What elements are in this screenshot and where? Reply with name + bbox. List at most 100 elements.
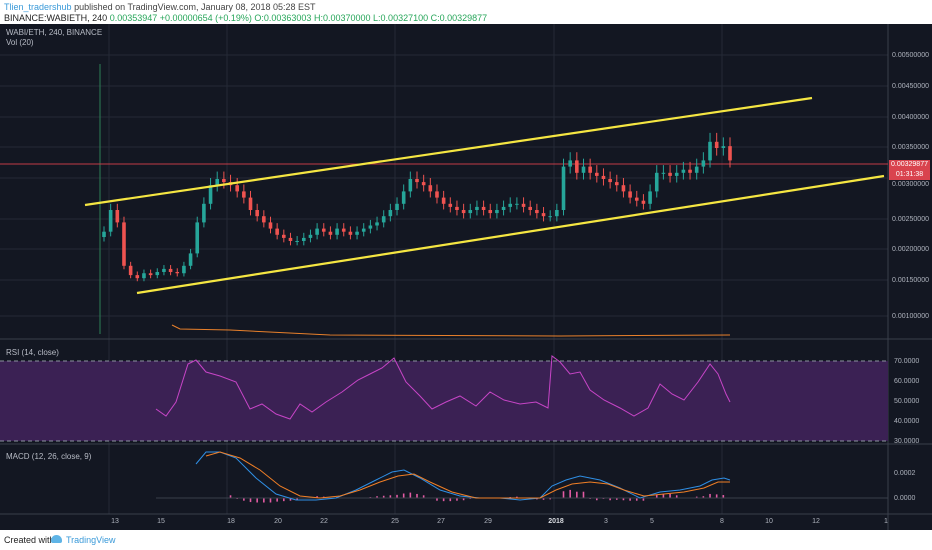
price-tick: 0.00350000 [892, 144, 929, 151]
price-tick: 0.00150000 [892, 277, 929, 284]
rsi-tick: 60.0000 [894, 378, 920, 385]
candle [475, 206, 479, 210]
time-tick: 13 [111, 518, 119, 525]
candle [641, 200, 646, 204]
candles-group [102, 132, 732, 282]
candle [128, 265, 133, 276]
price-tick: 0.00250000 [892, 216, 929, 223]
candle [142, 273, 146, 279]
price-tick: 0.00500000 [892, 52, 929, 59]
candle [315, 228, 319, 235]
symbol-label: WABI/ETH, 240, BINANCE [6, 28, 103, 37]
candle [341, 228, 346, 232]
candle [548, 216, 552, 218]
candle [628, 191, 632, 198]
macd-tick: 0.0002 [894, 470, 916, 477]
candle [155, 272, 160, 276]
time-tick: 3 [604, 518, 608, 525]
candle [428, 185, 433, 192]
publish-line: Tlien_tradershub published on TradingVie… [4, 2, 316, 13]
candle [661, 172, 666, 174]
last-price-badge: 0.00329877 [889, 160, 930, 170]
trendline-lower[interactable] [136, 174, 885, 295]
time-tick: 18 [227, 518, 235, 525]
candle [275, 228, 279, 235]
time-tick: 25 [391, 518, 399, 525]
candle [135, 275, 140, 279]
price-tick: 0.00450000 [892, 83, 929, 90]
candle [581, 166, 586, 173]
candle [388, 210, 393, 217]
candle [415, 179, 419, 183]
candle [421, 182, 426, 186]
candle [601, 175, 606, 179]
chart-area[interactable]: WABI/ETH, 240, BINANCE Vol (20) RSI (14,… [0, 24, 932, 530]
candle [488, 210, 493, 214]
candle [708, 141, 712, 161]
candle [215, 179, 220, 186]
candle [714, 141, 719, 148]
candle [595, 172, 599, 176]
author-link[interactable]: Tlien_tradershub [4, 2, 72, 12]
time-tick: 10 [765, 518, 773, 525]
footer: Created with TradingView [0, 530, 932, 550]
candle [634, 197, 639, 201]
candle [335, 228, 339, 235]
candle [555, 210, 559, 217]
macd-label: MACD (12, 26, close, 9) [6, 452, 92, 461]
candle [202, 203, 206, 223]
candle [255, 210, 259, 217]
candle [648, 191, 652, 204]
candle [122, 222, 126, 266]
trendline-upper[interactable] [84, 96, 813, 207]
candle [701, 160, 706, 167]
ohlc-open: O:0.00363003 [254, 13, 312, 23]
candle [368, 225, 373, 229]
candle [541, 213, 546, 217]
volume-label: Vol (20) [6, 38, 34, 47]
candle [435, 191, 439, 198]
candle [148, 273, 153, 276]
time-tick: 12 [812, 518, 820, 525]
rsi-tick: 70.0000 [894, 358, 920, 365]
rsi-tick: 30.0000 [894, 438, 920, 445]
ohlc-close: C:0.00329877 [430, 13, 488, 23]
volume-ma-line [171, 324, 731, 337]
candle [295, 241, 299, 242]
candle [728, 146, 732, 161]
candle [575, 160, 579, 173]
candle [348, 231, 353, 235]
candle [268, 222, 273, 229]
candle [521, 203, 526, 207]
time-tick: 29 [484, 518, 492, 525]
candle [262, 216, 266, 223]
candle [441, 197, 446, 204]
candle [168, 268, 173, 272]
time-tick: 15 [157, 518, 165, 525]
candle [588, 166, 592, 173]
candle [408, 179, 413, 192]
candle [694, 166, 699, 173]
candle [721, 146, 726, 148]
publish-header: Tlien_tradershub published on TradingVie… [0, 0, 932, 24]
candle [495, 210, 499, 214]
created-with-text: Created with [4, 535, 55, 545]
candle [508, 203, 513, 207]
candle [361, 228, 366, 232]
rsi-line [155, 355, 731, 420]
symbol-interval: BINANCE:WABIETH, 240 [4, 13, 108, 23]
candle [115, 210, 120, 223]
tradingview-link[interactable]: TradingView [66, 535, 116, 545]
candle [528, 206, 533, 210]
candle [561, 166, 566, 210]
candle [208, 185, 213, 204]
chart-canvas[interactable] [0, 24, 932, 530]
candle [328, 231, 333, 235]
candle [222, 179, 226, 183]
ohlc-line: BINANCE:WABIETH, 240 0.00353947 +0.00000… [4, 13, 487, 24]
time-tick: 22 [320, 518, 328, 525]
candle [501, 206, 506, 210]
candle [108, 210, 113, 232]
macd-line [195, 451, 731, 501]
tradingview-logo-icon[interactable] [51, 535, 62, 543]
